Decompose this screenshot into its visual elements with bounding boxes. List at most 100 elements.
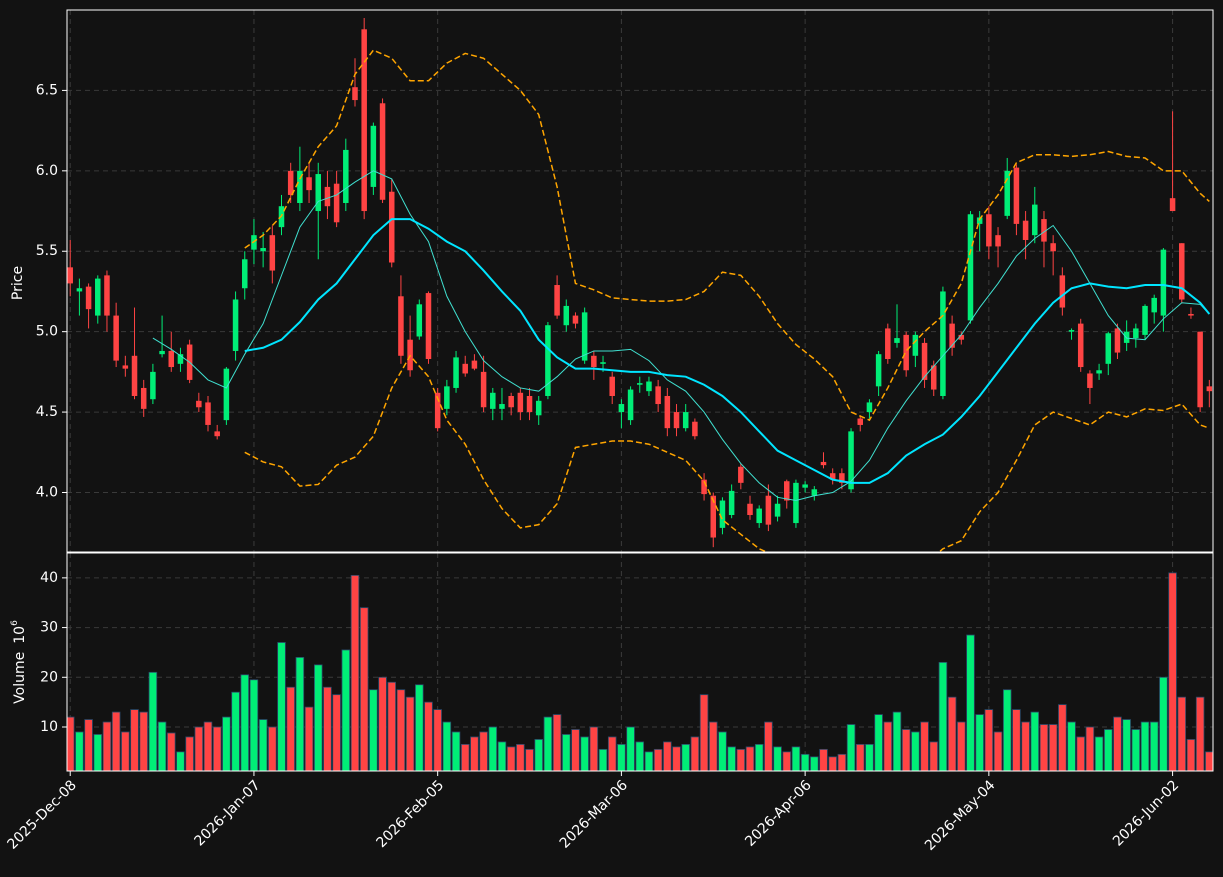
candle-body (903, 334, 909, 371)
volume-bar (754, 744, 764, 771)
candle-body (572, 315, 579, 324)
volume-bar (791, 746, 801, 771)
candle-body (774, 503, 781, 517)
candle-body (1068, 330, 1075, 332)
volume-tick-label: 10 (40, 719, 58, 735)
candle-body (1169, 198, 1176, 212)
volume-bar (1021, 721, 1030, 771)
volume-bar (313, 664, 323, 771)
candle-body (545, 325, 551, 396)
volume-bar (121, 731, 130, 771)
candle-body (1188, 313, 1194, 316)
volume-bar (938, 661, 948, 771)
candle-body (857, 418, 863, 425)
volume-bar (1205, 751, 1213, 771)
candle-body (554, 285, 560, 316)
volume-bar (130, 709, 139, 771)
candle-body (242, 259, 248, 289)
volume-bar (681, 744, 690, 771)
volume-bar (424, 701, 433, 771)
candle-body (820, 461, 827, 466)
candle-body (205, 402, 211, 425)
candle-body (462, 363, 468, 374)
volume-bar (736, 748, 746, 771)
volume-bar (396, 689, 406, 771)
volume-bar (323, 686, 332, 771)
volume-bar (1048, 724, 1058, 771)
candle-body (1041, 219, 1047, 242)
y-tick-label: 5.5 (36, 243, 58, 259)
candle-body (1013, 167, 1020, 224)
candle-body (921, 342, 928, 380)
candle-body (269, 235, 276, 271)
candle-body (682, 412, 689, 429)
volume-bar (534, 739, 543, 771)
volume-panel (67, 572, 1213, 771)
volume-bar (552, 714, 562, 771)
candle-body (150, 371, 156, 400)
volume-bar (488, 726, 498, 771)
volume-bar (1149, 721, 1159, 771)
volume-bar (1067, 721, 1076, 771)
volume-bar (1030, 711, 1040, 771)
candle-body (747, 503, 753, 516)
volume-bar (111, 711, 121, 771)
volume-bar (194, 726, 204, 771)
volume-bar (1113, 716, 1122, 771)
volume-bar (203, 721, 213, 771)
candle-body (297, 170, 303, 203)
volume-bar (644, 751, 654, 771)
candle-body (1160, 249, 1167, 316)
volume-bar (672, 746, 681, 771)
volume-bar (993, 731, 1003, 771)
y-tick-label: 6.5 (36, 82, 58, 98)
candle-body (159, 350, 165, 355)
volume-bar (1122, 719, 1131, 771)
volume-bar (865, 744, 874, 771)
indicator-line (244, 49, 1210, 422)
candle-body (1032, 204, 1038, 236)
candle-body (1087, 373, 1093, 388)
candle-body (829, 473, 836, 480)
volume-tick-label: 20 (40, 669, 58, 685)
y-tick-label: 4.5 (36, 404, 58, 420)
volume-bar (451, 731, 461, 771)
volume-bar (1195, 696, 1205, 771)
candle-body (1151, 297, 1157, 313)
candle-body (967, 214, 974, 321)
candle-body (756, 508, 762, 524)
candle-body (1050, 243, 1056, 252)
volume-bar (883, 721, 893, 771)
candle-body (719, 500, 726, 528)
volume-label: Volume (12, 652, 28, 704)
volume-bar (874, 714, 883, 771)
candle-body (324, 186, 331, 207)
candle-body (839, 473, 845, 483)
candle-body (738, 466, 744, 483)
volume-bar (690, 736, 700, 771)
volume-bar (176, 751, 185, 771)
volume-bar (1094, 736, 1104, 771)
volume-bar (764, 721, 773, 771)
volume-bar (249, 679, 259, 771)
candle-body (398, 296, 404, 356)
volume-bar (387, 681, 396, 771)
volume-bar (745, 746, 755, 771)
volume-bar (277, 642, 286, 771)
candle-body (875, 354, 882, 387)
candle-body (76, 288, 83, 292)
volume-bar (378, 676, 387, 771)
volume-bar (984, 709, 994, 771)
candle-body (1105, 333, 1112, 364)
candle-body (728, 490, 735, 516)
candle-body (591, 355, 597, 368)
indicator-line (152, 170, 1210, 502)
candle-body (940, 291, 946, 396)
candle-body (140, 387, 147, 409)
candle-body (480, 371, 487, 408)
volume-bar (1002, 689, 1012, 771)
volume-bar (727, 746, 736, 771)
volume-bar (1039, 724, 1049, 771)
candle-body (710, 495, 717, 538)
candle-body (379, 103, 386, 200)
